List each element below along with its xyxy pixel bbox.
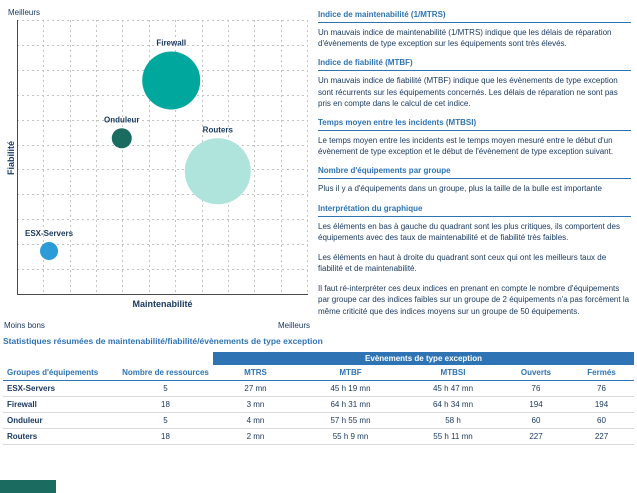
cell: 227 [569, 428, 634, 445]
bubble-chart-plot: Routers Firewall Onduleur ESX-Servers [17, 20, 308, 295]
bubble-routers [184, 138, 251, 205]
partial-next-section-block [0, 480, 56, 493]
bubble-label-esx-servers: ESX-Servers [25, 229, 74, 238]
section-heading: Interprétation du graphique [318, 204, 631, 217]
cell: 3 mn [213, 396, 298, 413]
stats-table-title: Statistiques résumées de maintenabilité/… [3, 336, 323, 346]
cell: 64 h 31 mn [298, 396, 403, 413]
cell-group: Firewall [3, 396, 118, 413]
cell: 4 mn [213, 412, 298, 429]
cell-group: ESX-Servers [3, 380, 118, 397]
cell: 194 [503, 396, 569, 413]
col-header-fermes: Fermés [569, 365, 634, 381]
section-paragraph: Un mauvais indice de fiabilité (MTBF) in… [318, 76, 618, 108]
cell: 18 [118, 428, 213, 445]
cell: 76 [569, 380, 634, 397]
chart-area: Fiabilité Routers Firewall Onduleur ESX-Ser… [4, 20, 314, 295]
band-spacer [3, 352, 213, 365]
cell: 60 [569, 412, 634, 429]
x-axis-label: Maintenabilité [132, 299, 193, 309]
stats-table: Evènements de type exception Groupes d'é… [3, 352, 634, 445]
col-header-ouverts: Ouverts [503, 365, 569, 381]
info-column: Indice de maintenabilité (1/MTRS) Un mau… [314, 0, 637, 326]
section-paragraph: Le temps moyen entre les incidents est l… [318, 135, 614, 157]
col-header-groupes: Groupes d'équipements [3, 365, 118, 381]
cell: 45 h 19 mn [298, 380, 403, 397]
section-heading: Indice de maintenabilité (1/MTRS) [318, 10, 631, 23]
bubble-label-firewall: Firewall [156, 39, 186, 48]
bubble-chart-panel: Meilleurs Fiabilité Routers Firewall Ondul… [0, 0, 314, 330]
cell: 55 h 9 mn [298, 428, 403, 445]
cell: 45 h 47 mn [403, 380, 503, 397]
bubble-firewall [142, 51, 201, 110]
x-axis-left-label: Moins bons [4, 321, 45, 330]
cell: 18 [118, 396, 213, 413]
cell: 57 h 55 mn [298, 412, 403, 429]
table-row: Routers 18 2 mn 55 h 9 mn 55 h 11 mn 227… [3, 428, 634, 445]
cell-group: Routers [3, 428, 118, 445]
cell: 60 [503, 412, 569, 429]
col-header-mtbsi: MTBSI [403, 365, 503, 381]
top-row: Meilleurs Fiabilité Routers Firewall Ondul… [0, 0, 637, 330]
x-axis-endpoint-labels: Moins bons Meilleurs [4, 321, 310, 330]
table-row: ESX-Servers 5 27 mn 45 h 19 mn 45 h 47 m… [3, 380, 634, 397]
column-header-row: Groupes d'équipements Nombre de ressourc… [3, 365, 634, 381]
info-section-maintenabilite: Indice de maintenabilité (1/MTRS) Un mau… [318, 10, 631, 49]
col-header-ressources: Nombre de ressources [118, 365, 213, 381]
section-heading: Nombre d'équipements par groupe [318, 166, 631, 180]
cell: 76 [503, 380, 569, 397]
band-header: Evènements de type exception [213, 352, 634, 365]
band-header-row: Evènements de type exception [3, 352, 634, 365]
table-row: Firewall 18 3 mn 64 h 31 mn 64 h 34 mn 1… [3, 396, 634, 413]
cell: 2 mn [213, 428, 298, 445]
section-paragraph: Plus il y a d'équipements dans un groupe… [318, 184, 602, 194]
section-paragraph: Il faut ré-interpréter ces deux indices … [318, 284, 630, 316]
cell: 55 h 11 mn [403, 428, 503, 445]
cell: 27 mn [213, 380, 298, 397]
y-axis-label-box: Fiabilité [4, 20, 17, 295]
col-header-mtbf: MTBF [298, 365, 403, 381]
y-axis-label: Fiabilité [5, 140, 16, 175]
cell: 227 [503, 428, 569, 445]
section-paragraph: Un mauvais indice de maintenabilité (1/M… [318, 28, 612, 49]
section-heading: Temps moyen entre les incidents (MTBSI) [318, 118, 631, 131]
cell: 5 [118, 380, 213, 397]
bubble-esx-servers [40, 242, 59, 260]
cell-group: Onduleur [3, 412, 118, 429]
info-section-fiabilite: Indice de fiabilité (MTBF) Un mauvais in… [318, 58, 631, 109]
bubble-label-routers: Routers [203, 125, 234, 134]
y-axis-top-label: Meilleurs [8, 8, 41, 17]
col-header-mtrs: MTRS [213, 365, 298, 381]
bubble-label-onduleur: Onduleur [104, 115, 140, 124]
cell: 194 [569, 396, 634, 413]
x-axis-right-label: Meilleurs [277, 321, 310, 330]
section-paragraph: Les éléments en haut à droite du quadran… [318, 252, 607, 274]
section-heading: Indice de fiabilité (MTBF) [318, 58, 631, 72]
section-paragraph: Les éléments en bas à gauche du quadrant… [318, 221, 620, 242]
info-section-interpretation: Interprétation du graphique Les éléments… [318, 204, 631, 317]
cell: 5 [118, 412, 213, 429]
info-section-nombre-equipements: Nombre d'équipements par groupe Plus il … [318, 166, 631, 194]
table-row: Onduleur 5 4 mn 57 h 55 mn 58 h 60 60 [3, 412, 634, 429]
cell: 58 h [403, 412, 503, 429]
cell: 64 h 34 mn [403, 396, 503, 413]
bubble-onduleur [111, 128, 132, 149]
stats-section: Statistiques résumées de maintenabilité/… [0, 336, 637, 445]
info-section-mtbsi: Temps moyen entre les incidents (MTBSI) … [318, 118, 631, 157]
